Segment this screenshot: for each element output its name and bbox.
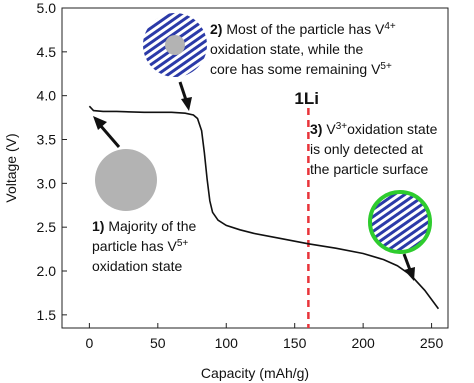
data-line — [88, 105, 440, 310]
y-tick-label: 3.0 — [37, 175, 57, 191]
y-tick-label: 3.5 — [37, 132, 57, 148]
annotation-text: Most of the particle has V — [222, 21, 385, 37]
annotation-text: is only detected at — [310, 141, 423, 157]
x-tick-label: 0 — [85, 335, 93, 351]
annotation-text: the particle surface — [310, 161, 428, 177]
arrow — [178, 81, 188, 101]
y-tick-label: 2.0 — [37, 263, 57, 279]
x-tick-label: 100 — [215, 335, 239, 351]
annotation-line: oxidation state, while the — [210, 41, 364, 57]
annotation-line: 2) Most of the particle has V4+ — [210, 21, 396, 38]
annotation-text: V — [322, 121, 336, 137]
annotation-text: 2) — [210, 21, 222, 37]
annotation-text: particle has V — [92, 238, 177, 254]
superscript: 3+ — [336, 121, 348, 132]
annotation-line: oxidation state — [92, 258, 182, 274]
arrow — [402, 253, 412, 271]
annotation-line: 3) V3+oxidation state — [310, 121, 438, 138]
annotation-text: 3) — [310, 121, 322, 137]
plot-frame — [61, 7, 449, 329]
x-tick-label: 200 — [351, 335, 375, 351]
annotation-text: oxidation state — [347, 121, 437, 137]
x-axis-label: Capacity (mAh/g) — [201, 365, 309, 381]
annotation-line: is only detected at — [310, 141, 423, 157]
particle-v5 — [95, 149, 157, 211]
annotation-text: Majority of the — [104, 218, 196, 234]
annotation-line: the particle surface — [310, 161, 428, 177]
annotation-text: 1) — [92, 218, 104, 234]
arrow — [98, 124, 121, 148]
x-tick-label: 150 — [283, 335, 307, 351]
annotation-line: particle has V5+ — [92, 238, 188, 255]
superscript: 5+ — [380, 61, 392, 72]
marker-label: 1Li — [294, 89, 319, 108]
annotation-text: core has some remaining V — [210, 61, 381, 77]
annotation-line: core has some remaining V5+ — [210, 61, 392, 78]
x-tick-label: 50 — [150, 335, 166, 351]
particle-v3-surface — [368, 190, 432, 254]
annotation-text: oxidation state, while the — [210, 41, 364, 57]
y-axis-label: Voltage (V) — [3, 133, 19, 202]
y-tick-label: 2.5 — [37, 219, 57, 235]
superscript: 4+ — [384, 21, 396, 32]
y-tick-label: 4.0 — [37, 88, 57, 104]
arrows — [93, 81, 415, 281]
y-tick-label: 1.5 — [37, 307, 57, 323]
y-tick-label: 4.5 — [37, 44, 57, 60]
annotation-line: 1) Majority of the — [92, 218, 196, 234]
particle-core — [165, 35, 185, 55]
y-tick-label: 5.0 — [37, 0, 57, 16]
arrow-head — [181, 97, 192, 111]
arrow-head — [93, 116, 107, 130]
annotation-text: oxidation state — [92, 258, 182, 274]
x-tick-label: 250 — [420, 335, 444, 351]
superscript: 5+ — [177, 238, 189, 249]
